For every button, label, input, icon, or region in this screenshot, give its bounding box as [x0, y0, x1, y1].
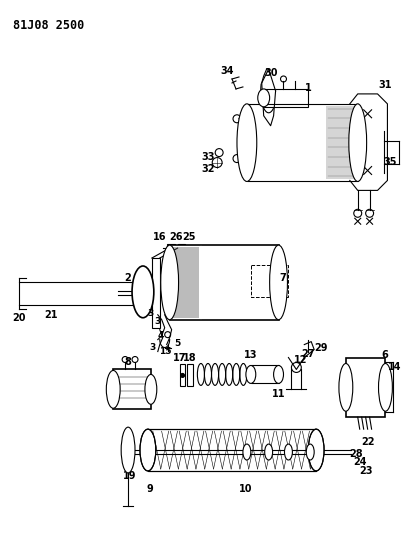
Text: 27: 27 — [301, 349, 315, 359]
Text: 13: 13 — [244, 350, 258, 360]
Ellipse shape — [106, 370, 120, 408]
Text: 34: 34 — [220, 66, 234, 76]
Ellipse shape — [339, 364, 353, 411]
Text: 3: 3 — [155, 317, 161, 326]
Bar — [148, 429, 316, 471]
Text: 7: 7 — [279, 273, 286, 283]
Ellipse shape — [306, 444, 314, 460]
Bar — [178, 244, 185, 252]
Text: 22: 22 — [361, 437, 375, 447]
Ellipse shape — [274, 366, 284, 383]
Text: 15: 15 — [160, 347, 172, 356]
Text: 21: 21 — [44, 310, 58, 320]
Ellipse shape — [161, 245, 179, 320]
Text: 9: 9 — [147, 484, 153, 494]
Text: 6: 6 — [381, 350, 388, 360]
Bar — [113, 369, 151, 409]
Ellipse shape — [258, 89, 269, 107]
Bar — [152, 258, 160, 328]
Text: 3: 3 — [150, 343, 156, 352]
Ellipse shape — [121, 427, 135, 473]
Text: 17: 17 — [173, 352, 186, 362]
Ellipse shape — [308, 429, 324, 471]
Ellipse shape — [265, 444, 273, 460]
Bar — [251, 366, 278, 383]
Bar — [170, 245, 278, 320]
Bar — [172, 247, 199, 318]
Bar — [167, 244, 175, 252]
Text: 33: 33 — [202, 151, 215, 161]
Text: 35: 35 — [384, 157, 397, 166]
Text: 8: 8 — [125, 358, 132, 367]
Text: 20: 20 — [13, 313, 26, 323]
Text: 31: 31 — [379, 80, 392, 90]
Bar — [251, 265, 288, 297]
Text: 2: 2 — [125, 273, 131, 283]
Text: 26: 26 — [169, 232, 182, 242]
Ellipse shape — [246, 366, 256, 383]
Bar — [187, 365, 194, 386]
Text: 10: 10 — [239, 484, 252, 494]
Text: 12: 12 — [294, 354, 307, 365]
Ellipse shape — [379, 364, 392, 411]
Text: 16: 16 — [153, 232, 166, 242]
Text: 11: 11 — [272, 389, 285, 399]
Ellipse shape — [269, 245, 288, 320]
Bar — [264, 89, 308, 107]
Text: 14: 14 — [387, 362, 401, 373]
Bar — [179, 365, 185, 386]
Bar — [326, 106, 358, 180]
Bar — [247, 104, 358, 181]
Ellipse shape — [140, 429, 156, 471]
Text: 18: 18 — [183, 352, 196, 362]
Ellipse shape — [284, 444, 292, 460]
Text: 32: 32 — [202, 164, 215, 174]
Ellipse shape — [243, 444, 251, 460]
Text: 29: 29 — [314, 343, 328, 352]
Circle shape — [181, 374, 185, 377]
Text: 4: 4 — [158, 331, 164, 340]
Text: 3: 3 — [148, 309, 154, 318]
Bar — [148, 429, 316, 471]
Text: 30: 30 — [264, 68, 278, 78]
Text: 25: 25 — [183, 232, 196, 242]
Text: 5: 5 — [175, 339, 181, 348]
Text: 28: 28 — [349, 449, 362, 459]
Text: 1: 1 — [305, 83, 311, 93]
Ellipse shape — [237, 104, 257, 181]
Bar — [346, 358, 385, 417]
Ellipse shape — [145, 375, 157, 404]
Text: 19: 19 — [123, 471, 137, 481]
Text: 24: 24 — [353, 457, 366, 467]
Ellipse shape — [349, 104, 367, 181]
Text: 81J08 2500: 81J08 2500 — [13, 19, 84, 33]
Text: 23: 23 — [359, 466, 372, 476]
Ellipse shape — [132, 266, 154, 318]
